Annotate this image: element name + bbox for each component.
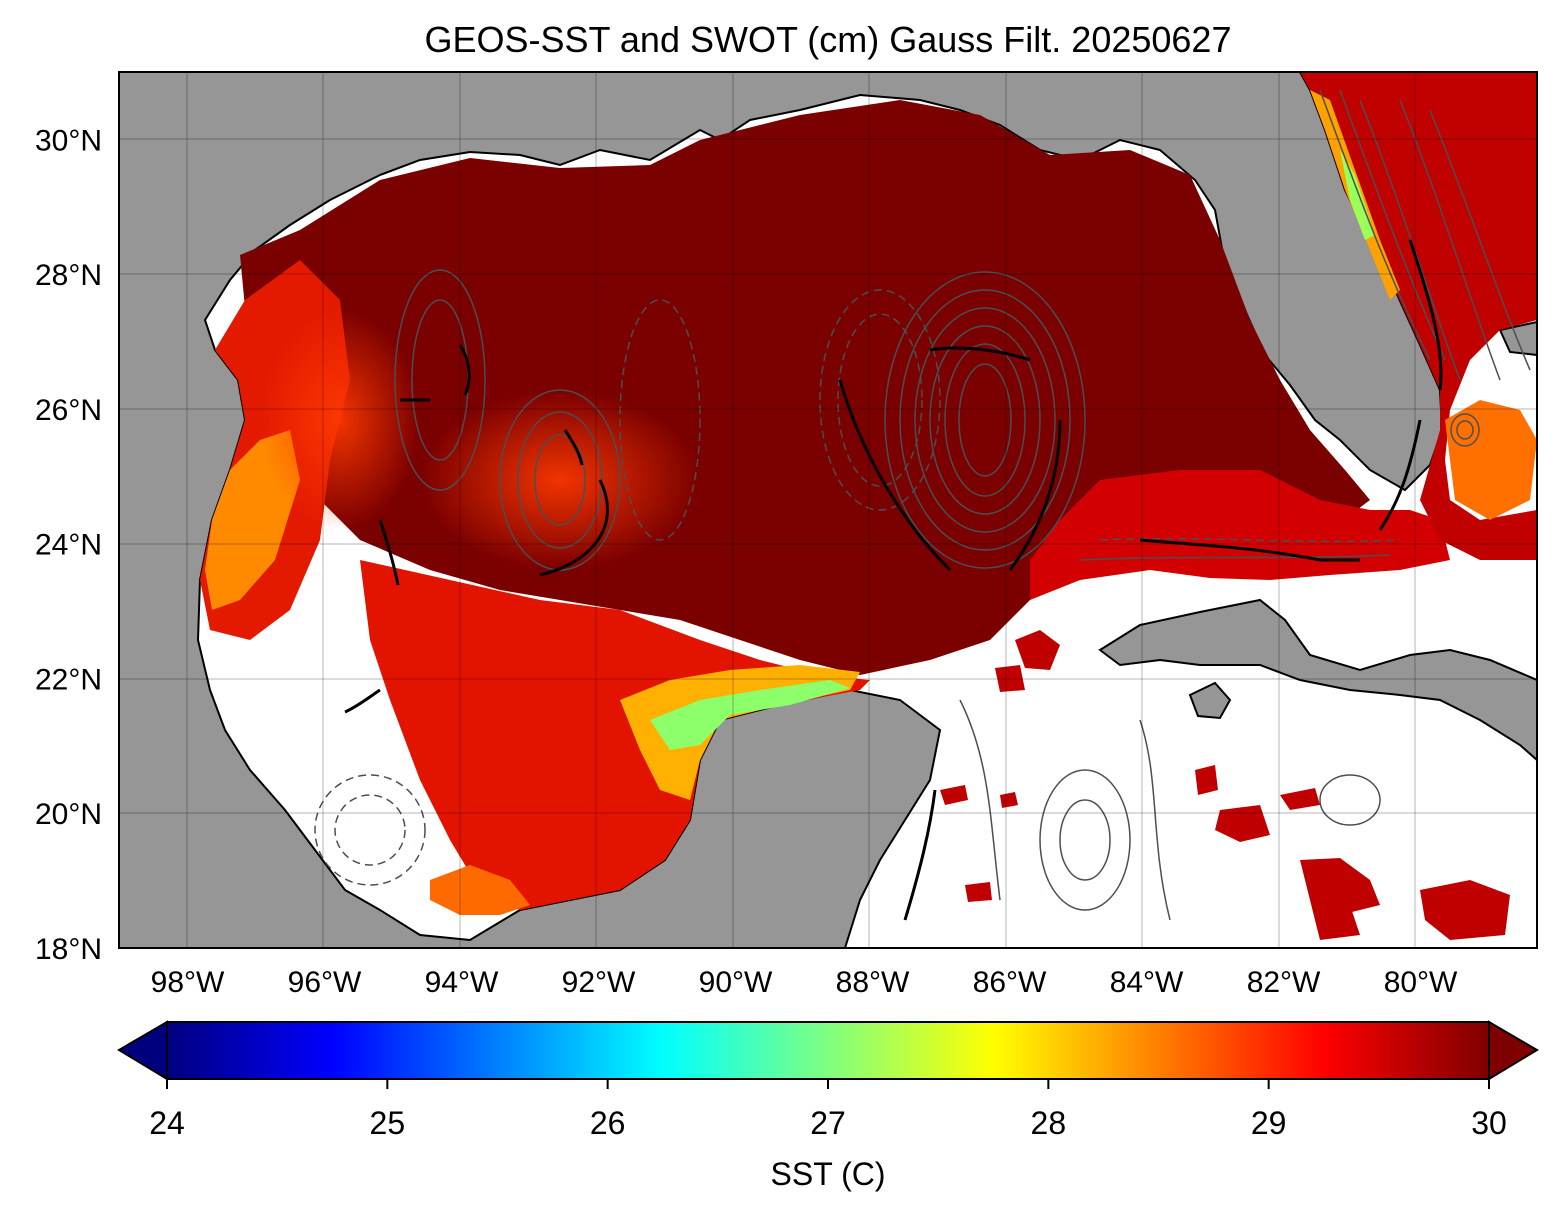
longitude-tick-label: 88°W <box>836 966 910 999</box>
colorbar-gradient <box>166 1021 1490 1080</box>
map-panel <box>119 72 1537 948</box>
colorbar-tick-label: 28 <box>1031 1105 1067 1141</box>
longitude-tick-label: 92°W <box>562 966 636 999</box>
sst-warm-patch-central <box>420 390 700 570</box>
colorbar-ticks: 24 25 26 27 28 29 30 <box>149 1079 1507 1141</box>
cuba-land <box>1098 598 1537 762</box>
longitude-tick-label: 82°W <box>1247 966 1321 999</box>
latitude-tick-label: 26°N <box>35 394 102 427</box>
latitude-tick-label: 18°N <box>35 933 102 966</box>
isla-juventud-land <box>1188 681 1232 720</box>
sst-caribbean-patches <box>940 630 1510 940</box>
longitude-tick-label: 84°W <box>1110 966 1184 999</box>
latitude-tick-labels: 30°N 28°N 26°N 24°N 22°N 20°N 18°N <box>35 124 102 966</box>
longitude-tick-label: 90°W <box>699 966 773 999</box>
longitude-tick-label: 80°W <box>1384 966 1458 999</box>
longitude-tick-label: 94°W <box>425 966 499 999</box>
bahamas-land <box>1498 320 1537 357</box>
colorbar-label: SST (C) <box>771 1156 886 1192</box>
longitude-tick-label: 98°W <box>151 966 225 999</box>
map-title: GEOS-SST and SWOT (cm) Gauss Filt. 20250… <box>425 19 1232 60</box>
colorbar-extend-high <box>1488 1020 1539 1081</box>
latitude-tick-label: 24°N <box>35 529 102 562</box>
sst-field-florida-shelf-red <box>1030 470 1450 600</box>
latitude-tick-label: 22°N <box>35 663 102 696</box>
sst-field-campeche-green <box>650 680 850 750</box>
latitude-tick-label: 30°N <box>35 124 102 157</box>
sst-field-south-bay <box>430 865 530 915</box>
longitude-tick-label: 86°W <box>973 966 1047 999</box>
sst-field-atlantic-coastal-green <box>1340 150 1375 240</box>
latitude-tick-label: 20°N <box>35 798 102 831</box>
colorbar-tick-label: 26 <box>590 1105 626 1141</box>
sst-field-keys-orange <box>1445 400 1537 520</box>
colorbar-tick-label: 30 <box>1471 1105 1507 1141</box>
gridlines <box>119 72 1537 948</box>
ssh-zero-contours <box>344 239 1443 921</box>
colorbar-extend-low <box>117 1020 168 1081</box>
map-frame <box>118 71 1538 949</box>
longitude-tick-label: 96°W <box>288 966 362 999</box>
colorbar-tick-label: 29 <box>1251 1105 1287 1141</box>
latitude-tick-label: 28°N <box>35 259 102 292</box>
colorbar: 24 25 26 27 28 29 30 SST (C) <box>117 1020 1539 1192</box>
sst-field-campeche-red <box>360 560 870 910</box>
colorbar-tick-label: 25 <box>370 1105 406 1141</box>
sst-warm-patch-west <box>260 310 420 530</box>
colorbar-tick-label: 24 <box>149 1105 185 1141</box>
longitude-tick-labels: 98°W 96°W 94°W 92°W 90°W 88°W 86°W 84°W 82°W 80°W <box>151 966 1458 999</box>
colorbar-tick-label: 27 <box>810 1105 846 1141</box>
